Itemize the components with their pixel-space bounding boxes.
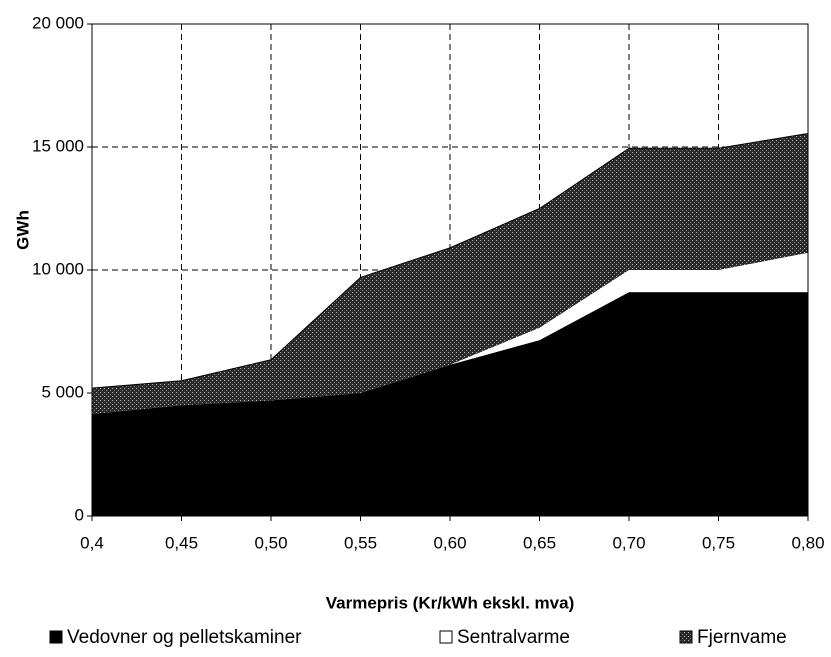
x-axis-title: Varmepris (Kr/kWh ekskl. mva): [326, 593, 575, 612]
y-tick-label: 10 000: [32, 259, 84, 278]
x-tick-label: 0,4: [80, 533, 104, 552]
y-tick-label: 5 000: [41, 382, 84, 401]
area: [92, 133, 808, 414]
x-tick-label: 0,70: [612, 533, 645, 552]
x-tick-label: 0,65: [523, 533, 556, 552]
x-tick-label: 0,60: [433, 533, 466, 552]
legend: Vedovner og pelletskaminer Sentralvarme Fj…: [49, 627, 787, 648]
area: [92, 252, 808, 414]
x-tick-label: 0,45: [165, 533, 198, 552]
areas: [91, 132, 809, 516]
y-axis-title: GWh: [13, 210, 32, 250]
legend-swatch: [49, 630, 63, 644]
axes: 0 5 000 10 000 15 000 20 000 0,4 0,45 0,50 0,55 0…: [32, 13, 825, 552]
plot-frame: [91, 23, 809, 517]
area: [92, 292, 808, 516]
x-tick-label: 0,80: [791, 533, 824, 552]
y-tick-label: 15 000: [32, 136, 84, 155]
area-outline: [91, 132, 809, 389]
x-tick-label: 0,55: [344, 533, 377, 552]
y-tick-label: 0: [75, 505, 84, 524]
legend-label: Vedovner og pelletskaminer: [67, 627, 302, 648]
y-tick-label: 20 000: [32, 13, 84, 32]
legend-label: Sentralvarme: [457, 627, 570, 648]
x-tick-label: 0,75: [702, 533, 735, 552]
legend-label: Fjernvame: [697, 627, 787, 648]
legend-swatch: [439, 630, 453, 644]
legend-swatch: [679, 630, 693, 644]
x-tick-label: 0,50: [254, 533, 287, 552]
